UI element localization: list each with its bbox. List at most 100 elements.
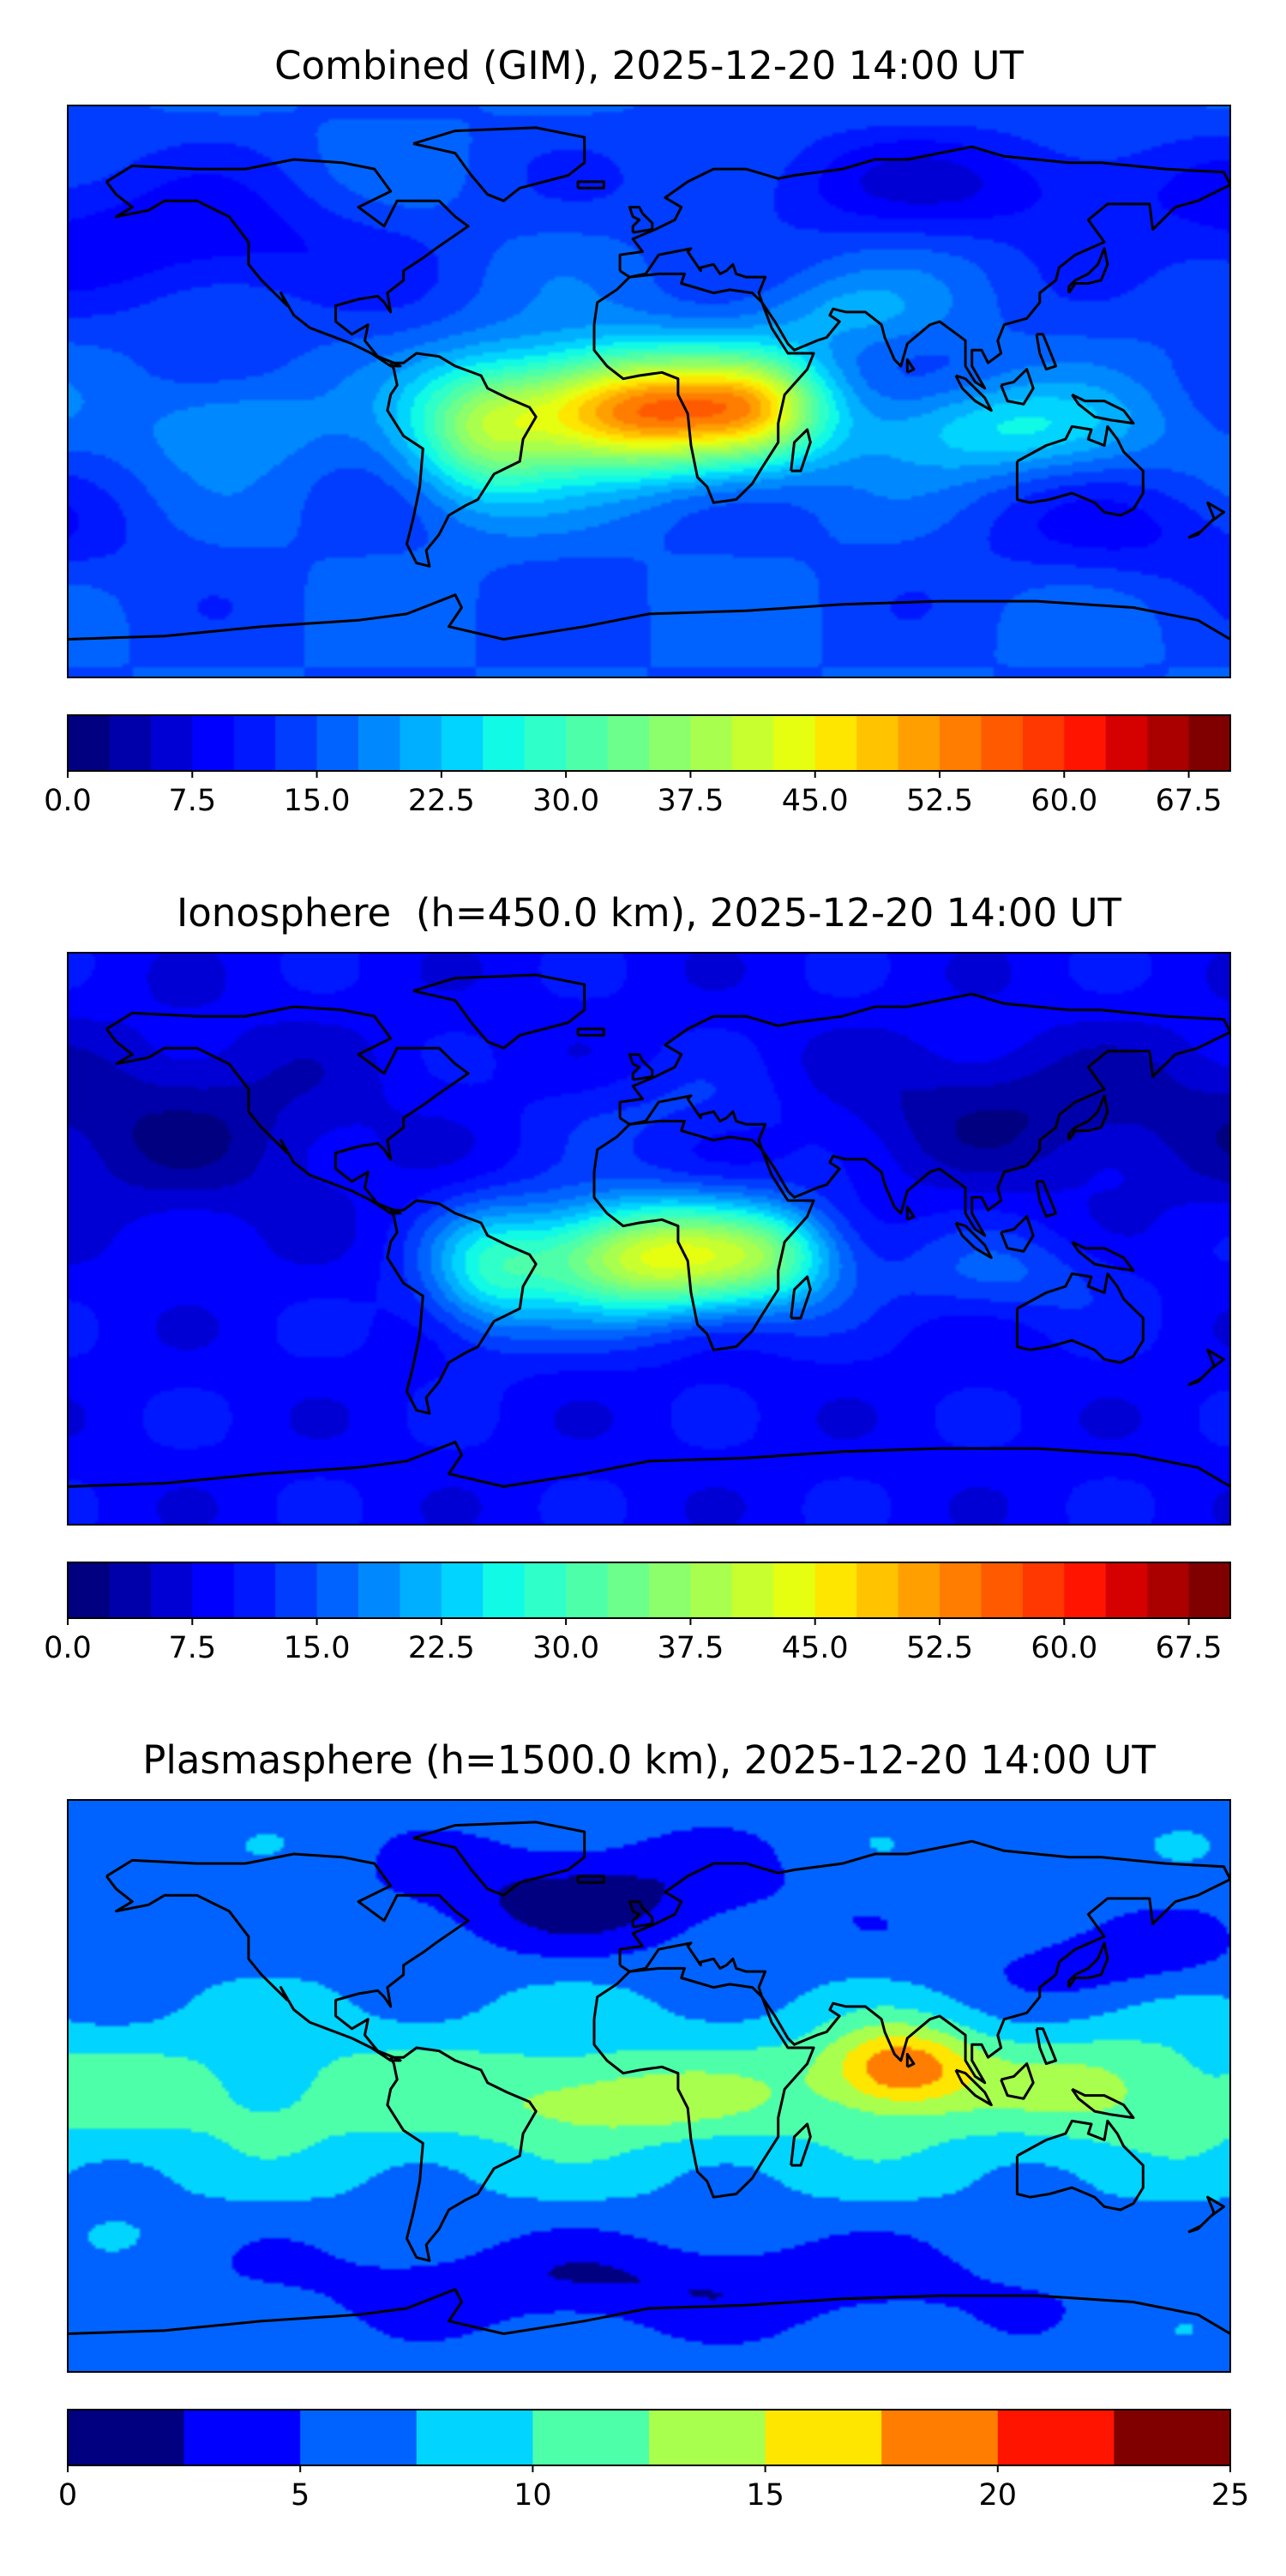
coastline-new-guinea (1071, 393, 1135, 425)
coastline-borneo (1000, 368, 1035, 406)
colorbar-ionosphere-tick-label: 15.0 (284, 1631, 351, 1665)
coastline-japan (1067, 1094, 1109, 1141)
colorbar-plasmasphere-swatch (997, 2410, 1115, 2465)
colorbar-ionosphere-swatch (233, 1562, 276, 1618)
colorbar-combined-tick-label: 37.5 (657, 784, 724, 818)
colorbar-combined-swatch (150, 715, 193, 771)
colorbar-combined-swatch (773, 715, 816, 771)
colorbar-combined-swatch (856, 715, 899, 771)
colorbar-ionosphere-swatch (275, 1562, 318, 1618)
colorbar-combined-tick-label: 52.5 (906, 784, 973, 818)
colorbar-combined-swatch (898, 715, 940, 771)
coastline-great-britain (628, 1900, 654, 1929)
colorbar-plasmasphere: 0 5 10 15 20 25 (58, 2409, 1250, 2513)
colorbar-combined-swatch (1105, 715, 1148, 771)
coastlines-plasmasphere (68, 1821, 1230, 2335)
coastline-iceland (576, 1875, 605, 1884)
coastline-iceland (576, 180, 605, 190)
colorbar-combined-swatch (275, 715, 318, 771)
coastline-philippines (1035, 333, 1058, 371)
coastline-eurasia (618, 1839, 1230, 2085)
colorbar-ionosphere-swatch (814, 1562, 857, 1618)
colorbar-plasmasphere-tick-label: 0 (58, 2478, 77, 2513)
colorbar-combined-swatch (1022, 715, 1065, 771)
colorbar-plasmasphere-frame (67, 2409, 1231, 2466)
colorbar-combined-swatch (649, 715, 692, 771)
coastline-japan (1067, 247, 1109, 294)
colorbar-combined-swatch (483, 715, 526, 771)
colorbar-combined-tick-label: 22.5 (408, 784, 475, 818)
coastline-new-guinea (1071, 2087, 1135, 2120)
coastline-eurasia (618, 145, 1230, 390)
coastline-borneo (1000, 2062, 1035, 2100)
colorbar-plasmasphere-tick-label: 5 (291, 2478, 309, 2513)
colorbar-ionosphere-swatch (773, 1562, 816, 1618)
coastline-borneo (1000, 1215, 1035, 1253)
coastline-sumatra (954, 374, 993, 412)
coastline-australia (1015, 424, 1145, 517)
colorbar-combined-tick-label: 15.0 (284, 784, 351, 818)
coastline-philippines (1035, 1180, 1058, 1219)
colorbar-ionosphere-tick-label: 30.0 (532, 1631, 599, 1665)
panel-title-combined: Combined (GIM), 2025-12-20 14:00 UT (274, 43, 1024, 88)
colorbar-combined-swatch (1064, 715, 1107, 771)
colorbar-combined-swatch (316, 715, 359, 771)
colorbar-combined-tick-label: 45.0 (782, 784, 849, 818)
panel-ionosphere: Ionosphere (h=450.0 km), 2025-12-20 14:0… (44, 890, 1231, 1665)
coastline-new-zealand (1187, 501, 1225, 539)
colorbar-plasmasphere-swatch (183, 2410, 301, 2465)
colorbar-combined-swatch (814, 715, 857, 771)
colorbar-combined-swatch (524, 715, 567, 771)
coastline-japan (1067, 1941, 1109, 1989)
colorbar-plasmasphere-tick-label: 10 (514, 2478, 552, 2513)
colorbar-ionosphere-swatch (1147, 1562, 1190, 1618)
colorbar-ionosphere-tick-label: 0.0 (44, 1631, 92, 1665)
coastline-antarctica (68, 1441, 1230, 1488)
coastline-north-america (105, 158, 470, 368)
colorbar-combined-swatch (358, 715, 401, 771)
colorbar-ionosphere: 0.0 7.5 15.0 22.5 30.0 37.5 45.0 52.5 60.0 67.5 (44, 1562, 1231, 1665)
coastline-greenland (412, 126, 586, 202)
coastlines-combined (68, 126, 1230, 641)
panel-plasmasphere: Plasmasphere (h=1500.0 km), 2025-12-20 1… (58, 1737, 1249, 2513)
colorbar-combined-tick-label: 30.0 (532, 784, 599, 818)
colorbar-plasmasphere-swatch (416, 2410, 533, 2465)
panel-title-plasmasphere: Plasmasphere (h=1500.0 km), 2025-12-20 1… (142, 1737, 1156, 1783)
colorbar-combined-swatch (690, 715, 733, 771)
map-frame-combined (67, 105, 1231, 678)
coastline-great-britain (628, 1053, 654, 1081)
coastline-sri-lanka (905, 1205, 916, 1221)
colorbar-combined-swatch (981, 715, 1024, 771)
colorbar-combined-swatch (607, 715, 650, 771)
colorbar-combined-swatch (441, 715, 484, 771)
coastline-north-america (105, 1005, 470, 1215)
colorbar-combined-swatch (233, 715, 276, 771)
heatmap-combined (68, 105, 1230, 677)
heatmap-plasmasphere (68, 1800, 1230, 2372)
colorbar-ionosphere-swatch (1188, 1562, 1231, 1618)
coastline-australia (1015, 2119, 1145, 2212)
coastline-australia (1015, 1272, 1145, 1364)
colorbar-ionosphere-swatch (68, 1562, 111, 1618)
colorbar-plasmasphere-swatch (1114, 2410, 1231, 2465)
colorbar-combined-swatch (109, 715, 152, 771)
colorbar-ionosphere-swatch (607, 1562, 650, 1618)
colorbar-plasmasphere-tick-label: 25 (1211, 2478, 1250, 2513)
map-frame-ionosphere (67, 952, 1231, 1526)
colorbar-combined-swatch (1147, 715, 1190, 771)
coastline-greenland (412, 973, 586, 1050)
coastline-north-america (105, 1852, 470, 2062)
colorbar-combined-swatch (68, 715, 111, 771)
colorbar-combined-tick-label: 67.5 (1156, 784, 1223, 818)
map-combined (68, 105, 1230, 677)
colorbar-ionosphere-tick-label: 37.5 (657, 1631, 724, 1665)
colorbar-combined: 0.0 7.5 15.0 22.5 30.0 37.5 45.0 52.5 60.0 67.5 (44, 714, 1231, 818)
heatmap-ionosphere (68, 953, 1230, 1525)
colorbar-ionosphere-tick-label: 67.5 (1156, 1631, 1223, 1665)
colorbar-plasmasphere-swatch (881, 2410, 999, 2465)
colorbar-ionosphere-tick-label: 52.5 (906, 1631, 973, 1665)
colorbar-ionosphere-tick-label: 60.0 (1031, 1631, 1097, 1665)
colorbar-plasmasphere-swatch (765, 2410, 882, 2465)
